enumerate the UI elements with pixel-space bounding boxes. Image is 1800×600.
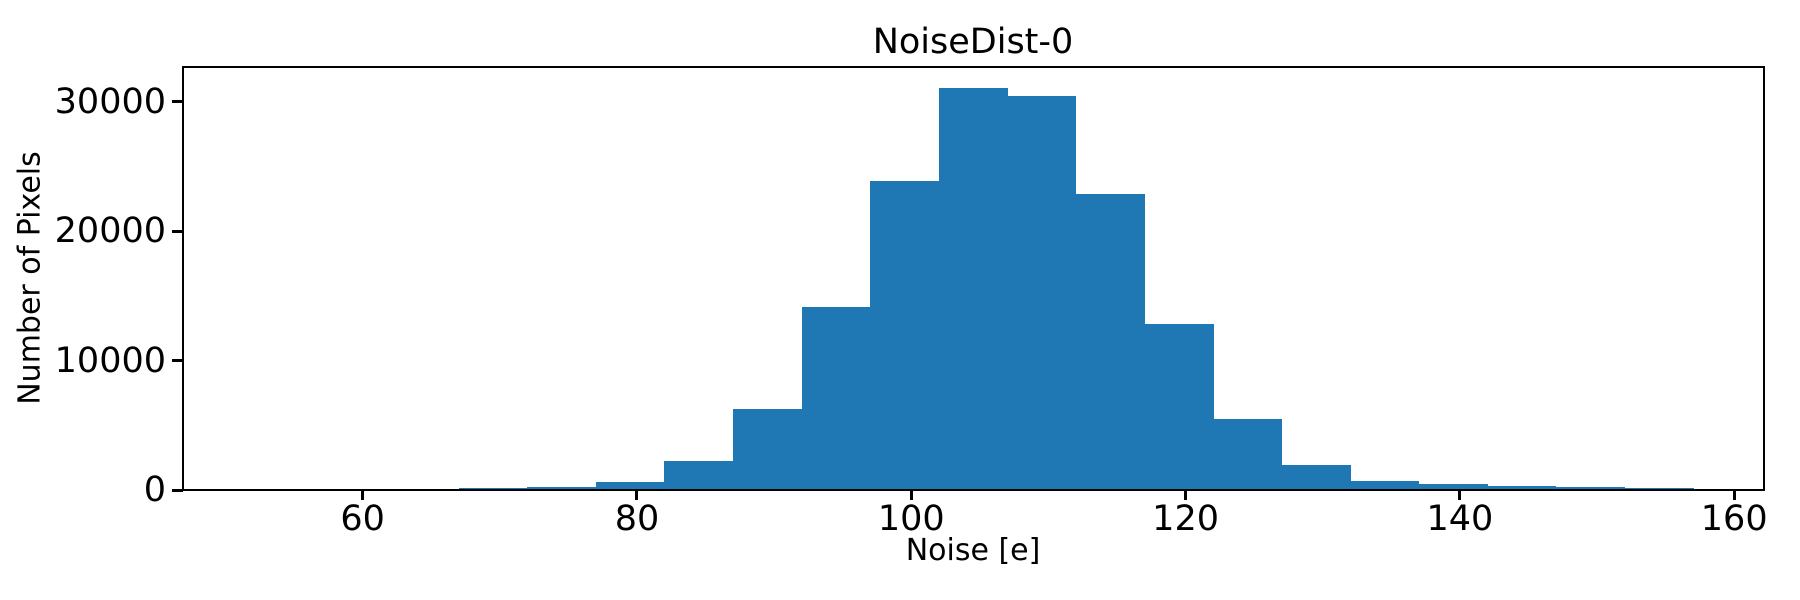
x-tick-mark (1732, 491, 1736, 500)
histogram-bar (1281, 465, 1351, 490)
x-axis-label: Noise [e] (905, 533, 1041, 568)
histogram-bar (1487, 485, 1557, 490)
histogram-bar (1350, 481, 1420, 490)
y-tick-label: 20000 (54, 211, 166, 252)
histogram-bar (870, 181, 940, 490)
y-tick-mark (172, 229, 183, 233)
histogram-bar (1555, 486, 1625, 490)
y-tick-mark (172, 488, 183, 492)
x-tick-label: 140 (1426, 499, 1494, 539)
histogram-bar (1213, 419, 1283, 490)
y-tick-label: 30000 (54, 81, 166, 122)
histogram-bar (938, 88, 1008, 490)
histogram-bar (1418, 484, 1488, 490)
histogram-bar (801, 306, 871, 490)
y-tick-mark (172, 359, 183, 363)
histogram-bar (732, 408, 803, 490)
plot-area (183, 67, 1763, 490)
histogram-bar (527, 486, 597, 490)
histogram-bar (595, 482, 665, 490)
y-tick-label: 0 (143, 470, 166, 510)
axis-spine-left (182, 66, 184, 491)
histogram-bar (1144, 324, 1214, 490)
y-tick-label: 10000 (54, 340, 166, 381)
histogram-bar (1075, 193, 1145, 490)
x-tick-label: 100 (877, 499, 945, 539)
x-tick-label: 80 (614, 499, 660, 539)
x-tick-label: 160 (1700, 499, 1768, 539)
axis-spine-right (1763, 66, 1765, 491)
chart-title: NoiseDist-0 (872, 22, 1074, 62)
y-tick-mark (172, 100, 183, 104)
axis-spine-top (182, 66, 1765, 68)
axis-spine-bottom (182, 489, 1765, 491)
x-tick-mark (1184, 491, 1188, 500)
histogram-bar (1007, 96, 1077, 490)
x-tick-mark (909, 491, 913, 500)
x-tick-label: 120 (1152, 499, 1219, 539)
x-tick-mark (1458, 491, 1462, 500)
histogram-bar (1624, 487, 1694, 490)
histogram-bar (664, 460, 734, 490)
x-tick-mark (361, 491, 365, 500)
histogram-bar (458, 487, 528, 490)
x-tick-label: 60 (340, 499, 385, 539)
x-tick-mark (635, 491, 639, 500)
